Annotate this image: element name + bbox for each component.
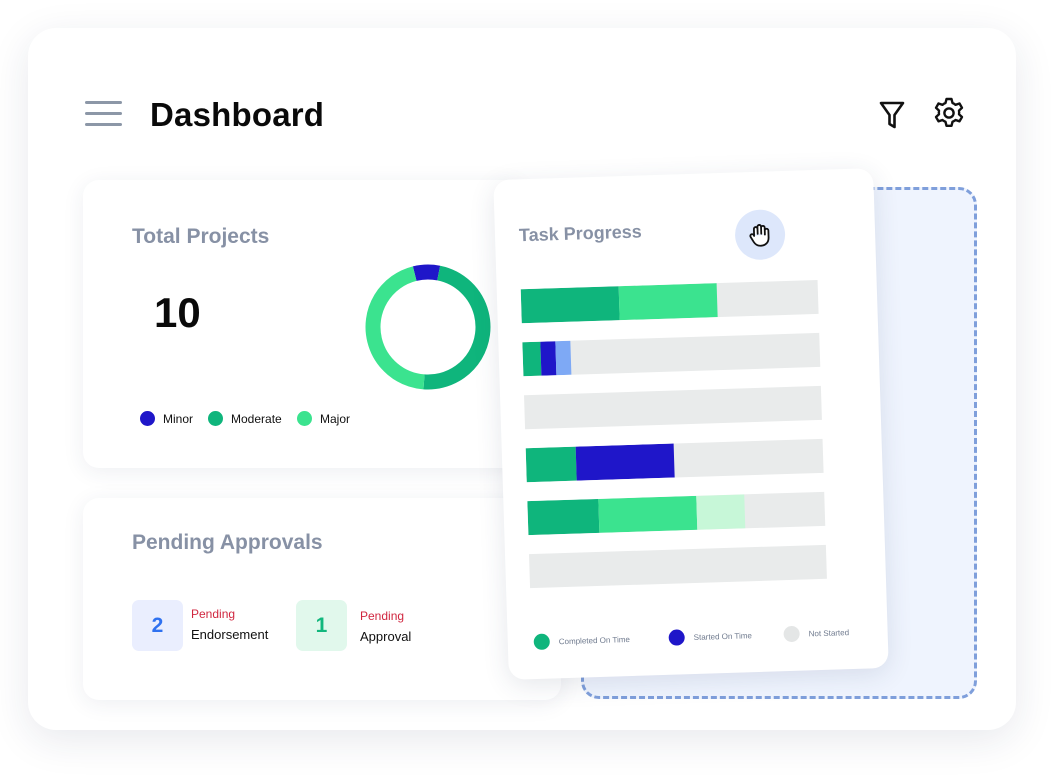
task-progress-segment — [618, 283, 718, 321]
legend-moderate: Moderate — [208, 411, 282, 426]
endorsement-count-box[interactable]: 2 — [132, 600, 183, 651]
total-projects-count: 10 — [154, 289, 201, 336]
donut-segment-moderate — [365, 264, 491, 390]
total-projects-card: Total Projects 10 Minor Moderate Major — [83, 180, 523, 468]
approval-count-box[interactable]: 1 — [296, 600, 347, 651]
page-title: Dashboard — [150, 96, 325, 133]
gear-icon[interactable] — [932, 96, 966, 130]
legend-minor: Minor — [140, 411, 193, 426]
pending-approvals-title: Pending Approvals — [132, 531, 323, 554]
grab-hand-icon — [749, 224, 770, 247]
legend-minor-label: Minor — [163, 411, 194, 426]
task-progress-bar — [529, 544, 827, 589]
legend-major-label: Major — [320, 411, 351, 426]
legend-started-label: Started On Time — [693, 630, 753, 642]
task-progress-card[interactable]: Task Progress Completed On Time Started … — [493, 168, 889, 680]
endorsement-status: Pending — [191, 607, 236, 621]
task-progress-segment — [540, 341, 557, 376]
task-progress-title: Task Progress — [518, 221, 642, 246]
projects-donut-chart — [365, 264, 491, 390]
legend-started-on-time: Started On Time — [668, 627, 752, 646]
approval-count: 1 — [315, 613, 328, 637]
task-progress-segment — [522, 341, 542, 377]
total-projects-title: Total Projects — [132, 225, 270, 248]
legend-completed-label: Completed On Time — [558, 634, 631, 646]
task-progress-bar — [524, 385, 822, 430]
legend-completed-dot — [533, 633, 551, 651]
endorsement-label: Endorsement — [191, 627, 269, 642]
task-progress-bar — [525, 438, 824, 483]
approval-label: Approval — [360, 629, 412, 644]
task-progress-segment — [696, 494, 746, 530]
legend-completed-on-time: Completed On Time — [533, 631, 631, 651]
task-progress-segment — [527, 498, 600, 536]
drag-handle[interactable] — [734, 208, 786, 261]
filter-icon[interactable] — [875, 98, 909, 132]
task-progress-segment — [520, 286, 620, 324]
legend-not-started: Not Started — [783, 624, 850, 643]
pending-approvals-card: Pending Approvals 2 Pending Endorsement … — [83, 498, 561, 700]
legend-moderate-dot — [208, 411, 223, 426]
donut-segment-minor — [365, 264, 491, 390]
task-progress-segment — [598, 495, 698, 533]
task-progress-segment — [525, 446, 578, 483]
approval-status: Pending — [360, 609, 405, 623]
legend-major: Major — [297, 411, 350, 426]
legend-moderate-label: Moderate — [231, 411, 282, 426]
task-progress-segment — [576, 443, 676, 481]
legend-major-dot — [297, 411, 312, 426]
task-progress-bar — [527, 491, 826, 536]
endorsement-count: 2 — [151, 613, 164, 637]
hamburger-menu-icon[interactable] — [85, 101, 122, 127]
legend-not-started-dot — [783, 625, 800, 643]
task-progress-segment — [554, 340, 571, 376]
donut-segment-major — [365, 264, 491, 390]
legend-not-started-label: Not Started — [808, 627, 850, 638]
task-progress-bar — [522, 332, 821, 377]
task-progress-bar — [520, 279, 819, 324]
legend-started-dot — [668, 629, 685, 646]
legend-minor-dot — [140, 411, 155, 426]
